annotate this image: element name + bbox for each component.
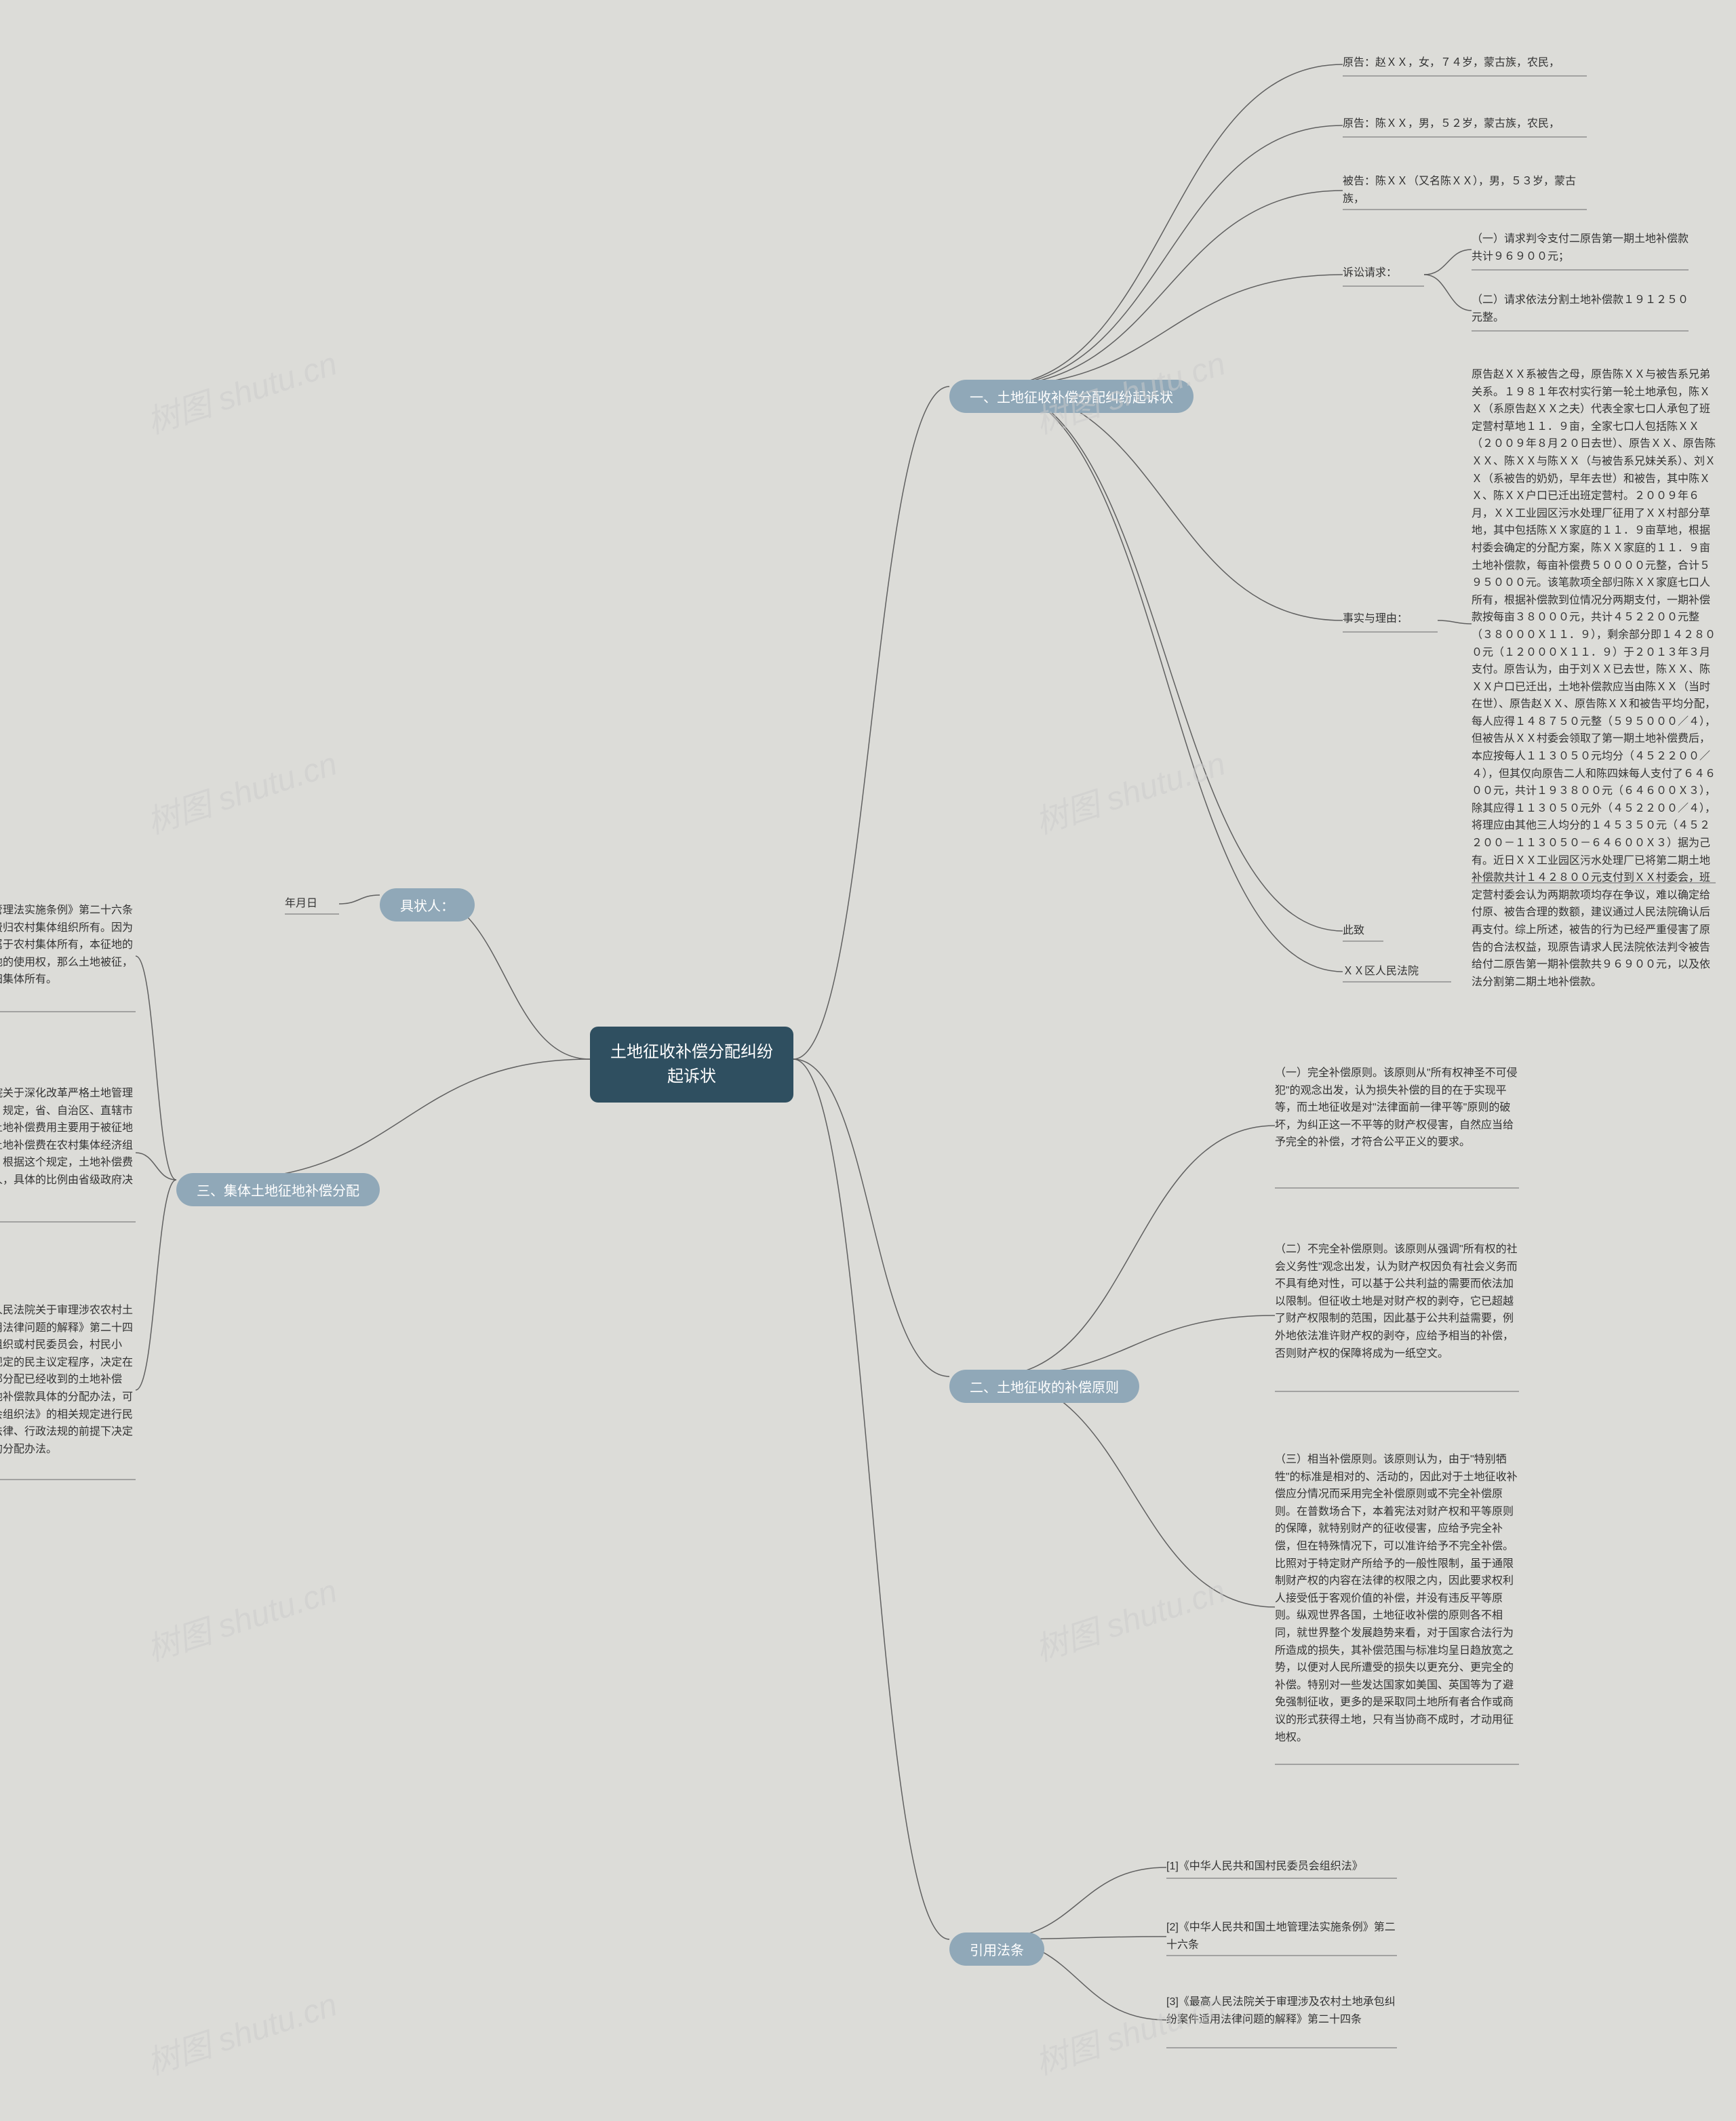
watermark: 树图 shutu.cn xyxy=(1028,1564,1230,1670)
leaf-node-b1c3: 被告：陈ＸＸ（又名陈ＸＸ），男，５３岁，蒙古族， xyxy=(1343,173,1587,208)
leaf-node-b1c6: 此致 xyxy=(1343,922,1383,940)
watermark: 树图 shutu.cn xyxy=(140,1564,342,1670)
watermark: 树图 shutu.cn xyxy=(140,737,342,843)
leaf-node-b1c4b: （二）请求依法分割土地补偿款１９１２５０元整。 xyxy=(1472,292,1689,330)
branch-node-b4[interactable]: 三、集体土地征地补偿分配 xyxy=(176,1173,380,1206)
leaf-node-b1c4a: （一）请求判令支付二原告第一期土地补偿款共计９６９００元； xyxy=(1472,231,1689,269)
leaf-node-b2c2: （二）不完全补偿原则。该原则从强调"所有权的社会义务性"观念出发，认为财产权因负… xyxy=(1275,1241,1519,1390)
root-node[interactable]: 土地征收补偿分配纠纷起诉状 xyxy=(590,1027,793,1103)
leaf-node-b4c2: （二）根据《国务院关于深化改革严格土地管理的规定》第（十五）规定，省、自治区、直… xyxy=(0,1085,136,1221)
leaf-node-b1c2: 原告：陈ＸＸ，男，５２岁，蒙古族，农民， xyxy=(1343,115,1587,136)
leaf-node-b1c1: 原告：赵ＸＸ，女，７４岁，蒙古族，农民， xyxy=(1343,54,1587,75)
leaf-node-b5c1: 年月日 xyxy=(285,895,339,913)
branch-node-b1[interactable]: 一、土地征收补偿分配纠纷起诉状 xyxy=(949,380,1194,413)
leaf-node-b1c4: 诉讼请求： xyxy=(1343,264,1424,285)
watermark: 树图 shutu.cn xyxy=(140,1978,342,2084)
leaf-node-b1c5a: 原告赵ＸＸ系被告之母，原告陈ＸＸ与被告系兄弟关系。１９８１年农村实行第一轮土地承… xyxy=(1472,366,1716,991)
watermark: 树图 shutu.cn xyxy=(1028,737,1230,843)
leaf-node-b3c3: [3]《最高人民法院关于审理涉及农村土地承包纠纷案件适用法律问题的解释》第二十四… xyxy=(1166,1994,1397,2046)
branch-node-b5[interactable]: 具状人： xyxy=(380,888,475,921)
leaf-node-b4c3: （三）根据《最高人民法院关于审理涉农农村土地承包纠纷案件适用法律问题的解释》第二… xyxy=(0,1302,136,1478)
watermark: 树图 shutu.cn xyxy=(140,337,342,443)
leaf-node-b1c5: 事实与理由： xyxy=(1343,610,1438,631)
leaf-node-b2c1: （一）完全补偿原则。该原则从"所有权神圣不可侵犯"的观念出发，认为损失补偿的目的… xyxy=(1275,1065,1519,1187)
leaf-node-b4c1: （一）根据《土地管理法实施条例》第二十六条的规定，土地补偿费归农村集体组织所有。… xyxy=(0,902,136,1010)
leaf-node-b2c3: （三）相当补偿原则。该原则认为，由于"特别牺牲"的标准是相对的、活动的，因此对于… xyxy=(1275,1451,1519,1763)
branch-node-b3[interactable]: 引用法条 xyxy=(949,1932,1044,1966)
branch-node-b2[interactable]: 二、土地征收的补偿原则 xyxy=(949,1370,1139,1403)
leaf-node-b1c7: ＸＸ区人民法院 xyxy=(1343,963,1451,980)
leaf-node-b3c1: [1]《中华人民共和国村民委员会组织法》 xyxy=(1166,1858,1397,1877)
leaf-node-b3c2: [2]《中华人民共和国土地管理法实施条例》第二十六条 xyxy=(1166,1919,1397,1954)
